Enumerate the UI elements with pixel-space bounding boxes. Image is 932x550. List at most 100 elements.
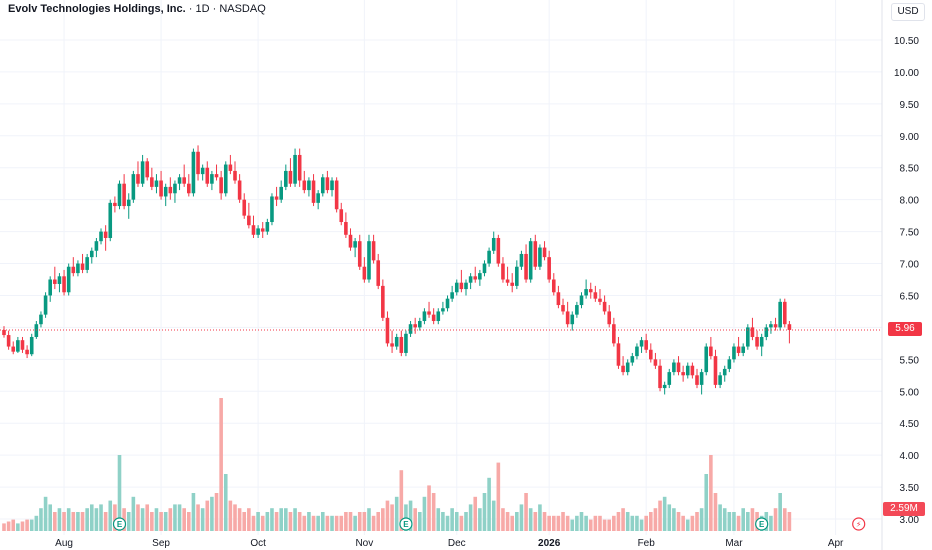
candle-body[interactable]	[48, 279, 52, 296]
candle-body[interactable]	[177, 177, 182, 184]
earnings-marker[interactable]: E	[755, 517, 769, 531]
candle-body[interactable]	[80, 263, 85, 270]
candle-body[interactable]	[11, 346, 16, 352]
candle-body[interactable]	[348, 234, 353, 248]
candle-body[interactable]	[630, 356, 635, 363]
candle-body[interactable]	[515, 266, 519, 286]
candle-body[interactable]	[223, 164, 228, 194]
candle-body[interactable]	[284, 170, 288, 187]
candle-body[interactable]	[320, 177, 325, 194]
candle-body[interactable]	[408, 324, 413, 334]
candle-body[interactable]	[681, 372, 685, 376]
candle-body[interactable]	[29, 336, 34, 355]
candle-body[interactable]	[579, 295, 584, 306]
candle-body[interactable]	[621, 365, 625, 373]
candle-body[interactable]	[242, 199, 247, 216]
candle-body[interactable]	[736, 346, 741, 353]
candle-body[interactable]	[528, 241, 533, 280]
candle-body[interactable]	[122, 183, 126, 207]
candle-body[interactable]	[713, 356, 718, 385]
candle-body[interactable]	[34, 324, 39, 337]
candle-body[interactable]	[699, 372, 704, 385]
candle-body[interactable]	[71, 266, 76, 274]
candle-body[interactable]	[732, 346, 736, 360]
candle-body[interactable]	[145, 161, 150, 178]
candle-body[interactable]	[635, 346, 639, 357]
candle-body[interactable]	[459, 282, 464, 290]
candle-body[interactable]	[270, 196, 274, 223]
candle-body[interactable]	[136, 174, 140, 184]
candle-body[interactable]	[685, 365, 690, 376]
candle-body[interactable]	[219, 177, 223, 194]
candle-body[interactable]	[625, 362, 630, 373]
candle-body[interactable]	[66, 266, 71, 293]
candle-body[interactable]	[538, 247, 542, 267]
candle-body[interactable]	[598, 298, 602, 302]
candle-body[interactable]	[163, 186, 168, 197]
candle-body[interactable]	[773, 324, 778, 328]
candle-body[interactable]	[307, 180, 311, 191]
earnings-marker[interactable]: E	[112, 517, 127, 531]
candle-body[interactable]	[593, 292, 598, 299]
candle-body[interactable]	[575, 305, 579, 315]
candle-body[interactable]	[228, 164, 233, 171]
candle-body[interactable]	[325, 177, 330, 191]
earnings-marker[interactable]: E	[399, 517, 413, 531]
candle-body[interactable]	[755, 336, 759, 347]
candle-body[interactable]	[782, 301, 787, 325]
candle-body[interactable]	[422, 311, 427, 322]
candle-body[interactable]	[778, 301, 782, 328]
candle-body[interactable]	[159, 180, 163, 197]
candle-body[interactable]	[445, 298, 450, 309]
candle-body[interactable]	[251, 225, 256, 235]
candle-body[interactable]	[501, 263, 505, 280]
candle-body[interactable]	[561, 305, 565, 312]
candle-body[interactable]	[551, 279, 556, 293]
candle-body[interactable]	[210, 174, 214, 184]
candle-body[interactable]	[196, 151, 200, 175]
candle-body[interactable]	[584, 289, 588, 296]
candle-body[interactable]	[126, 199, 131, 207]
candle-body[interactable]	[371, 241, 376, 261]
candle-body[interactable]	[247, 215, 251, 226]
candle-body[interactable]	[496, 237, 501, 264]
candle-body[interactable]	[108, 202, 113, 238]
candle-body[interactable]	[2, 329, 6, 336]
candle-body[interactable]	[418, 321, 422, 328]
symbol-title[interactable]: Evolv Technologies Holdings, Inc. · 1D ·…	[8, 3, 266, 15]
candle-body[interactable]	[334, 180, 339, 210]
candle-body[interactable]	[510, 282, 514, 286]
candle-body[interactable]	[205, 167, 210, 184]
candle-body[interactable]	[260, 228, 265, 232]
candle-body[interactable]	[612, 324, 616, 344]
candle-body[interactable]	[533, 241, 538, 267]
candle-body[interactable]	[385, 317, 390, 344]
candle-body[interactable]	[237, 180, 242, 200]
candle-body[interactable]	[293, 154, 297, 184]
candle-body[interactable]	[362, 266, 367, 280]
candle-body[interactable]	[672, 362, 676, 373]
candle-body[interactable]	[25, 349, 29, 355]
candle-body[interactable]	[741, 346, 745, 353]
candle-body[interactable]	[505, 279, 510, 283]
candle-body[interactable]	[214, 174, 219, 178]
candle-body[interactable]	[478, 273, 482, 280]
candle-body[interactable]	[150, 177, 154, 187]
candle-body[interactable]	[454, 282, 459, 293]
candle-body[interactable]	[154, 180, 159, 187]
candle-body[interactable]	[722, 368, 727, 376]
candle-body[interactable]	[339, 209, 344, 223]
candle-body[interactable]	[381, 285, 385, 318]
candle-body[interactable]	[570, 314, 575, 325]
candle-body[interactable]	[39, 314, 43, 325]
candle-body[interactable]	[709, 346, 713, 357]
candle-body[interactable]	[653, 359, 658, 366]
candle-body[interactable]	[588, 289, 593, 293]
dividend-marker[interactable]: ⚡	[852, 517, 866, 531]
candle-body[interactable]	[113, 202, 117, 207]
candle-body[interactable]	[690, 365, 695, 376]
candle-body[interactable]	[547, 257, 551, 280]
candle-body[interactable]	[616, 343, 621, 366]
candle-body[interactable]	[769, 324, 773, 328]
